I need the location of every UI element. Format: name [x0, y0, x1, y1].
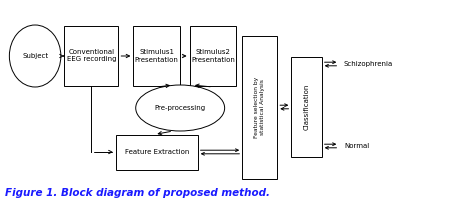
FancyBboxPatch shape — [116, 134, 198, 170]
Text: Schizophrenia: Schizophrenia — [344, 61, 393, 67]
Ellipse shape — [136, 85, 225, 131]
Text: Pre-processing: Pre-processing — [154, 105, 206, 111]
FancyBboxPatch shape — [242, 36, 278, 178]
Text: Stimulus1
Presentation: Stimulus1 Presentation — [135, 49, 179, 62]
Text: Feature selection by
statistical Analysis: Feature selection by statistical Analysi… — [254, 76, 265, 138]
Text: Normal: Normal — [344, 143, 369, 149]
FancyBboxPatch shape — [65, 26, 118, 86]
FancyBboxPatch shape — [292, 57, 322, 157]
Text: Conventional
EEG recording: Conventional EEG recording — [66, 49, 116, 62]
Text: Classification: Classification — [304, 84, 309, 130]
Text: Subject: Subject — [22, 53, 48, 59]
Ellipse shape — [9, 25, 61, 87]
Text: Stimulus2
Presentation: Stimulus2 Presentation — [191, 49, 235, 62]
Text: Figure 1. Block diagram of proposed method.: Figure 1. Block diagram of proposed meth… — [5, 188, 270, 198]
FancyBboxPatch shape — [190, 26, 236, 86]
FancyBboxPatch shape — [133, 26, 180, 86]
Text: Feature Extraction: Feature Extraction — [124, 149, 189, 155]
